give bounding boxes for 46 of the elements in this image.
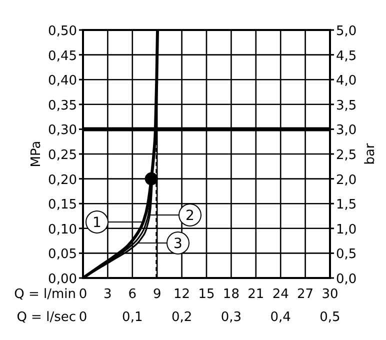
x-axis-title: Q = l/min <box>14 287 76 302</box>
x2-tick-label: 0,2 <box>171 310 192 325</box>
x-tick-label: 12 <box>174 287 190 302</box>
x2-tick-label: 0,5 <box>320 310 340 325</box>
x-tick-label: 18 <box>222 287 240 302</box>
y-tick-label: 0,25 <box>48 148 77 163</box>
y-axis-title: MPa <box>29 140 44 168</box>
y2-tick-label: 4,5 <box>336 48 357 64</box>
x-tick-label: 3 <box>104 287 112 302</box>
x-tick-label: 0 <box>78 287 88 302</box>
y-tick-label: 0,30 <box>48 123 77 138</box>
y-tick-label: 0,35 <box>48 98 77 114</box>
y2-tick-label: 3,5 <box>336 98 357 114</box>
y-tick-label: 0,10 <box>48 222 77 238</box>
legend-label: 3 <box>174 236 182 252</box>
y-tick-label: 0,00 <box>48 272 77 287</box>
y-tick-label: 0,15 <box>48 198 77 213</box>
y-tick-label: 0,05 <box>48 247 77 262</box>
y2-tick-label: 2,5 <box>336 148 357 163</box>
x-tick-label: 21 <box>248 287 264 302</box>
y-tick-label: 0,50 <box>48 24 77 39</box>
text: 2 <box>186 208 194 224</box>
x-tick-label: 15 <box>198 287 215 302</box>
y2-tick-label: 4,0 <box>336 74 357 89</box>
y2-tick-label: 2,0 <box>336 172 357 188</box>
x-tick-label: 30 <box>322 287 338 302</box>
x-tick-label: 9 <box>152 287 162 302</box>
y-tick-label: 0,20 <box>48 172 77 188</box>
y2-tick-label: 0,0 <box>336 272 357 287</box>
x-tick-label: 6 <box>128 287 137 302</box>
y-tick-label: 0,45 <box>48 48 77 64</box>
x2-tick-label: 0,3 <box>220 310 242 325</box>
x-tick-label: 27 <box>297 287 314 302</box>
y2-tick-label: 1,5 <box>336 198 357 213</box>
x2-tick-label: 0,1 <box>122 310 143 325</box>
x-tick-label: 24 <box>272 287 289 302</box>
y-tick-label: 0,40 <box>48 74 77 89</box>
y2-tick-label: 3,0 <box>336 123 357 138</box>
y2-tick-label: 1,0 <box>336 222 357 238</box>
x2-tick-label: 0,4 <box>270 310 291 325</box>
text: 1 <box>92 215 102 231</box>
y2-axis-title: bar <box>363 142 378 165</box>
y2-tick-label: 5,0 <box>336 24 357 39</box>
x2-tick-label: 0 <box>78 310 88 325</box>
x2-axis-title: Q = l/sec <box>16 310 76 325</box>
y2-tick-label: 0,5 <box>336 247 357 262</box>
